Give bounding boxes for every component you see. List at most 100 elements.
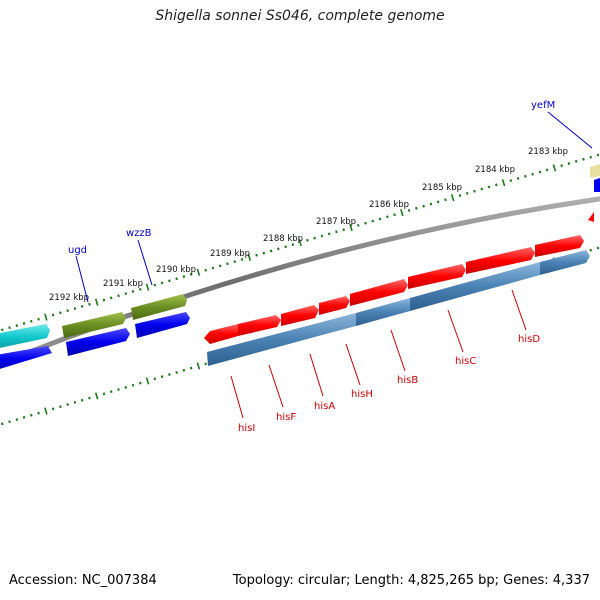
minor-tick — [291, 243, 295, 246]
minor-tick — [117, 388, 120, 391]
minor-tick — [516, 177, 520, 180]
gene-hisC[interactable] — [281, 305, 319, 326]
minor-tick — [269, 249, 273, 253]
gene-red-edge[interactable] — [588, 212, 594, 222]
minor-tick — [73, 307, 77, 310]
major-tick — [196, 362, 201, 370]
minor-tick — [306, 238, 309, 242]
minor-tick — [342, 228, 346, 232]
minor-tick — [487, 185, 491, 189]
gene-blue-left[interactable] — [0, 346, 52, 372]
minor-tick — [371, 219, 375, 223]
gene-hisD[interactable] — [238, 315, 281, 336]
minor-tick — [66, 309, 69, 313]
minor-tick — [139, 381, 142, 385]
minor-tick — [168, 279, 171, 283]
minor-tick — [0, 422, 4, 426]
minor-tick — [415, 206, 418, 210]
minor-tick — [30, 413, 33, 417]
genome-summary-text: Topology: circular; Length: 4,825,265 bp… — [232, 573, 590, 588]
major-tick — [552, 164, 557, 172]
gene-yefM[interactable] — [590, 164, 600, 178]
minor-tick — [160, 281, 164, 285]
minor-tick — [335, 230, 338, 234]
minor-tick — [204, 362, 207, 366]
gene-ugd[interactable] — [62, 312, 126, 338]
minor-tick — [189, 272, 193, 276]
gene-steel-3[interactable] — [410, 262, 540, 311]
leader-hisF — [268, 364, 284, 408]
kbp-label-2188: 2188 kbp — [263, 234, 303, 244]
minor-tick — [589, 155, 593, 159]
gene-wzzB[interactable] — [131, 294, 187, 320]
gene-hisI[interactable] — [535, 235, 584, 257]
major-tick — [400, 208, 404, 217]
gene-cyan[interactable] — [0, 324, 50, 350]
gene-steel-1[interactable] — [207, 313, 356, 366]
minor-tick — [313, 236, 316, 240]
minor-tick — [458, 194, 462, 197]
minor-tick — [168, 373, 171, 376]
minor-tick — [596, 246, 600, 250]
leader-hisA — [309, 353, 324, 397]
gene-hisH[interactable] — [350, 279, 408, 306]
gene-steel-2[interactable] — [356, 298, 410, 326]
minor-tick — [175, 277, 178, 281]
leader-hisB — [390, 329, 406, 372]
gene-label-hisI: hisI — [238, 423, 255, 434]
leader-hisI — [230, 375, 244, 419]
minor-tick — [277, 247, 280, 251]
minor-tick — [480, 187, 484, 191]
minor-tick — [8, 420, 11, 424]
minor-tick — [538, 170, 542, 174]
major-tick — [298, 238, 302, 247]
minor-tick — [233, 260, 237, 264]
minor-tick — [436, 200, 440, 204]
major-tick — [44, 313, 48, 321]
minor-tick — [59, 311, 62, 315]
major-tick — [349, 223, 353, 232]
gene-steel-4[interactable] — [540, 250, 590, 275]
gene-label-hisH: hisH — [351, 389, 373, 400]
minor-tick — [59, 405, 62, 409]
gene-label-yefM: yefM — [531, 100, 555, 111]
minor-tick — [124, 385, 128, 389]
kbp-label-2184: 2184 kbp — [475, 165, 515, 175]
gene-hisF[interactable] — [466, 247, 535, 274]
minor-tick — [22, 415, 26, 419]
minor-tick — [37, 411, 40, 415]
gene-blue-mid[interactable] — [66, 328, 130, 356]
minor-tick — [102, 392, 106, 396]
kbp-label-2190: 2190 kbp — [156, 265, 196, 275]
major-tick — [145, 377, 150, 385]
minor-tick — [15, 324, 19, 328]
minor-tick — [22, 322, 26, 325]
minor-tick — [494, 183, 498, 187]
minor-tick — [204, 268, 207, 272]
kbp-label-2189: 2189 kbp — [210, 249, 250, 259]
minor-tick — [66, 403, 69, 406]
minor-tick — [429, 202, 433, 206]
major-tick — [196, 268, 201, 276]
major-tick — [450, 194, 455, 202]
gene-label-hisA: hisA — [314, 401, 335, 412]
gene-label-hisD: hisD — [518, 334, 540, 345]
minor-tick — [596, 153, 600, 157]
minor-tick — [117, 294, 120, 298]
gene-hisA[interactable] — [408, 264, 466, 289]
minor-tick — [465, 191, 469, 195]
gene-hisB[interactable] — [319, 296, 350, 315]
minor-tick — [422, 204, 425, 208]
minor-tick — [473, 189, 476, 193]
minor-tick — [51, 407, 55, 411]
minor-tick — [582, 157, 585, 161]
gene-label-hisF: hisF — [276, 412, 296, 423]
minor-tick — [160, 375, 164, 379]
gene-blue-right[interactable] — [135, 312, 190, 338]
gene-yefM-blue[interactable] — [594, 178, 600, 192]
gene-hisG[interactable] — [204, 324, 238, 344]
minor-tick — [153, 377, 157, 381]
major-tick — [44, 407, 48, 415]
